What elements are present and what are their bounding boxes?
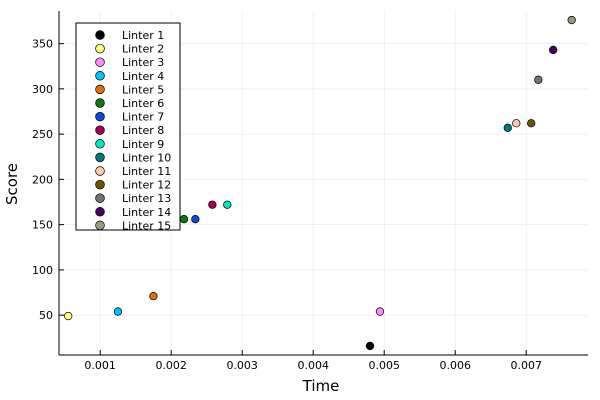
data-point-linter-14 [549, 45, 558, 55]
data-point-linter-1 [365, 341, 375, 351]
legend-label: Linter 7 [122, 111, 164, 124]
data-point-linter-10 [503, 123, 512, 132]
legend-marker [95, 207, 105, 217]
data-points [64, 15, 576, 351]
legend-label: Linter 3 [122, 56, 164, 69]
legend-marker [95, 43, 105, 54]
legend-label: Linter 6 [122, 97, 164, 110]
data-point-linter-13 [534, 75, 543, 84]
grid-lines [59, 11, 588, 355]
x-ticks: 0.001 0.002 0.003 0.004 0.005 0.006 0.007 [84, 350, 542, 372]
y-ticks: 50 100 150 200 250 300 350 [32, 38, 64, 322]
legend-label: Linter 4 [122, 70, 164, 83]
legend-marker [95, 179, 105, 190]
legend-marker [95, 166, 105, 176]
legend-label: Linter 9 [122, 138, 164, 151]
legend-marker [95, 152, 105, 163]
legend-marker [95, 111, 105, 122]
y-tick-label: 50 [39, 309, 53, 322]
data-point-linter-11 [512, 119, 521, 128]
legend-marker [95, 57, 105, 67]
y-tick-label: 300 [32, 83, 53, 96]
legend-label: Linter 14 [122, 206, 171, 219]
legend-marker [95, 71, 105, 81]
data-point-linter-6 [179, 215, 189, 224]
data-point-linter-5 [149, 292, 158, 301]
x-tick-label: 0.001 [84, 359, 116, 372]
legend-marker [95, 220, 105, 231]
y-tick-label: 150 [32, 219, 53, 232]
legend-box [75, 22, 181, 231]
y-tick-label: 200 [32, 173, 53, 186]
axes [58, 11, 588, 356]
y-axis-title: Score [3, 163, 21, 205]
x-tick-label: 0.005 [368, 359, 400, 372]
x-tick-label: 0.002 [155, 359, 187, 372]
data-point-linter-4 [113, 307, 123, 316]
data-point-linter-8 [208, 200, 217, 209]
data-point-linter-12 [527, 119, 536, 128]
legend-marker [95, 125, 105, 135]
legend-label: Linter 15 [122, 219, 171, 232]
legend-label: Linter 2 [122, 43, 164, 56]
legend-marker [95, 30, 105, 40]
legend-label: Linter 5 [122, 83, 164, 96]
legend-marker [95, 193, 105, 203]
legend-marker [95, 98, 105, 108]
data-point-linter-7 [191, 215, 200, 224]
legend-label: Linter 8 [122, 124, 164, 137]
x-tick-label: 0.006 [439, 359, 471, 372]
x-tick-label: 0.007 [510, 359, 542, 372]
x-tick-label: 0.003 [226, 359, 258, 372]
legend-marker [95, 139, 105, 149]
x-tick-label: 0.004 [297, 359, 329, 372]
data-point-linter-2 [64, 311, 73, 321]
legend-label: Linter 10 [122, 151, 171, 164]
data-point-linter-3 [375, 307, 385, 316]
y-tick-label: 250 [32, 128, 53, 141]
data-point-linter-9 [223, 200, 232, 209]
legend-label: Linter 13 [122, 192, 171, 205]
legend-label: Linter 1 [122, 29, 164, 42]
data-point-linter-15 [567, 15, 576, 25]
y-tick-label: 100 [32, 264, 53, 277]
legend-marker [95, 84, 105, 95]
legend-label: Linter 12 [122, 179, 171, 192]
x-axis-title: Time [302, 377, 340, 395]
legend-label: Linter 11 [122, 165, 171, 178]
y-tick-label: 350 [32, 38, 53, 51]
